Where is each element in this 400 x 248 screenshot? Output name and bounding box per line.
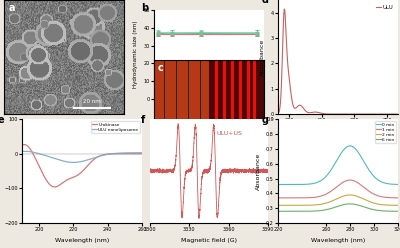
1 min bbox=[363, 187, 368, 190]
Urokinase bbox=[107, 153, 112, 155]
Line: Urokinase: Urokinase bbox=[22, 145, 142, 187]
6 min bbox=[348, 202, 352, 205]
6 min bbox=[351, 203, 356, 206]
ULU nanoliposome bbox=[34, 152, 39, 155]
2 min bbox=[348, 193, 352, 196]
Urokinase bbox=[59, 182, 64, 185]
1 min bbox=[362, 187, 367, 190]
ULU nanoliposome bbox=[140, 151, 144, 154]
ULU nanoliposome bbox=[68, 161, 72, 164]
6 min bbox=[362, 206, 367, 209]
2 min bbox=[315, 203, 320, 206]
1 min bbox=[290, 196, 295, 199]
1 min bbox=[348, 179, 352, 182]
ULU nanoliposome bbox=[23, 150, 28, 153]
Text: b: b bbox=[141, 3, 148, 13]
2 min bbox=[290, 204, 295, 207]
Line: 2 min: 2 min bbox=[278, 195, 398, 205]
Urokinase bbox=[68, 177, 72, 180]
X-axis label: Wavelength (nm): Wavelength (nm) bbox=[55, 238, 109, 243]
2 min bbox=[363, 198, 368, 201]
Line: 6 min: 6 min bbox=[278, 204, 398, 211]
ULU nanoliposome bbox=[107, 153, 112, 155]
Text: f: f bbox=[140, 115, 145, 125]
2 min bbox=[323, 202, 328, 205]
0 min bbox=[315, 181, 320, 184]
X-axis label: Wavelength (nm): Wavelength (nm) bbox=[311, 238, 365, 243]
0 min bbox=[290, 183, 295, 186]
Legend: Water, PBS, Serum (10% FBS): Water, PBS, Serum (10% FBS) bbox=[218, 81, 262, 97]
6 min bbox=[396, 210, 400, 213]
Y-axis label: Absorbance: Absorbance bbox=[256, 153, 260, 190]
2 min bbox=[396, 204, 400, 207]
6 min bbox=[276, 210, 280, 213]
Text: ULU+US: ULU+US bbox=[216, 131, 242, 136]
Text: d: d bbox=[261, 0, 268, 5]
Urokinase bbox=[140, 152, 144, 155]
Text: a: a bbox=[9, 3, 15, 13]
6 min bbox=[323, 208, 328, 211]
1 min bbox=[351, 179, 356, 182]
6 min bbox=[363, 206, 368, 209]
Urokinase bbox=[34, 160, 39, 163]
Line: ULU nanoliposome: ULU nanoliposome bbox=[22, 151, 142, 162]
ULU nanoliposome bbox=[71, 161, 76, 164]
X-axis label: Wavelength (nm): Wavelength (nm) bbox=[311, 129, 365, 134]
2 min bbox=[276, 204, 280, 207]
0 min bbox=[396, 183, 400, 186]
Legend: Urokinase, ULU nanoliposome: Urokinase, ULU nanoliposome bbox=[91, 121, 140, 133]
Text: 20 nm: 20 nm bbox=[83, 99, 100, 104]
Text: e: e bbox=[0, 115, 5, 125]
6 min bbox=[315, 209, 320, 212]
1 min bbox=[323, 193, 328, 196]
Y-axis label: Absorbance: Absorbance bbox=[260, 38, 265, 76]
2 min bbox=[362, 198, 367, 201]
ULU nanoliposome bbox=[59, 159, 64, 162]
Urokinase bbox=[108, 153, 112, 155]
0 min bbox=[363, 163, 368, 166]
X-axis label: Magnetic field (G): Magnetic field (G) bbox=[181, 238, 237, 243]
1 min bbox=[315, 195, 320, 198]
Legend: 0 min, 1 min, 2 min, 6 min: 0 min, 1 min, 2 min, 6 min bbox=[375, 121, 396, 143]
1 min bbox=[276, 196, 280, 199]
Line: 1 min: 1 min bbox=[278, 180, 398, 198]
Y-axis label: Hydrodynamic size (nm): Hydrodynamic size (nm) bbox=[133, 21, 138, 88]
Urokinase bbox=[52, 186, 57, 188]
Legend: ULU: ULU bbox=[374, 3, 395, 12]
0 min bbox=[362, 162, 367, 165]
ULU nanoliposome bbox=[96, 155, 100, 158]
0 min bbox=[276, 183, 280, 186]
ULU nanoliposome bbox=[20, 150, 24, 153]
ULU nanoliposome bbox=[108, 153, 112, 155]
X-axis label: Time (day): Time (day) bbox=[192, 114, 226, 119]
0 min bbox=[323, 175, 328, 178]
6 min bbox=[290, 210, 295, 213]
Urokinase bbox=[20, 143, 24, 146]
Urokinase bbox=[96, 155, 100, 158]
0 min bbox=[348, 144, 352, 147]
0 min bbox=[351, 146, 356, 149]
Text: c: c bbox=[157, 63, 163, 73]
1 min bbox=[396, 196, 400, 199]
Line: 0 min: 0 min bbox=[278, 146, 398, 185]
Urokinase bbox=[22, 143, 26, 146]
Text: g: g bbox=[261, 115, 268, 125]
2 min bbox=[351, 194, 356, 197]
